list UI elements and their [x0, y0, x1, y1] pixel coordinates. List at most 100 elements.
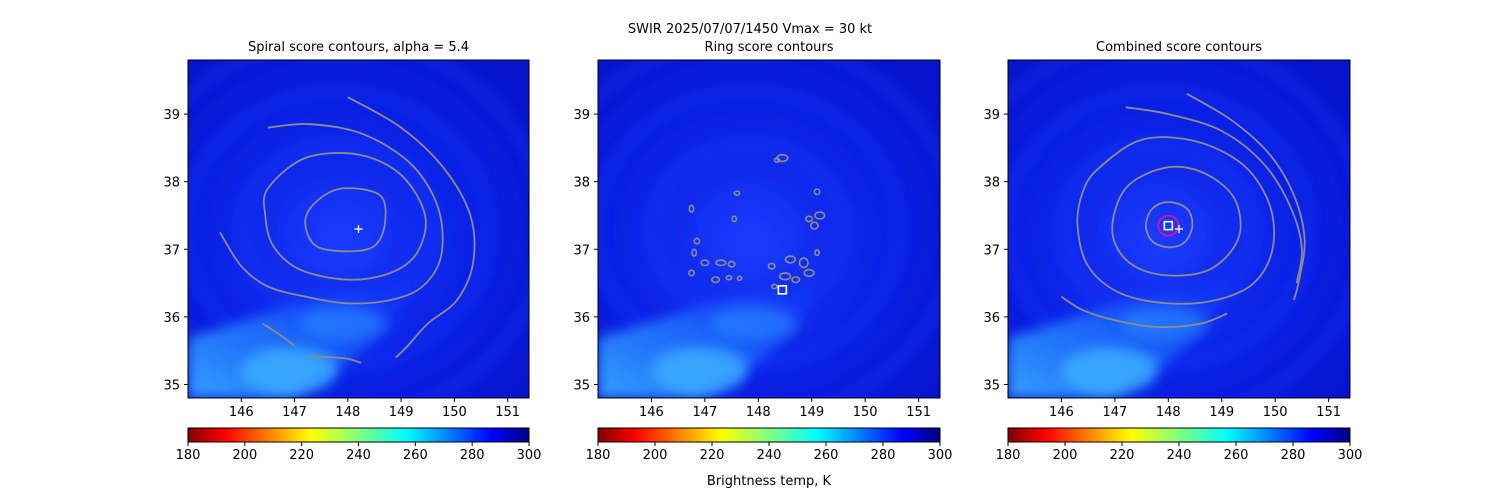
x-tick-label: 151 — [906, 405, 931, 420]
center-plus-marker — [354, 225, 363, 233]
colorbar-tick-label: 260 — [403, 448, 428, 463]
x-tick-label: 147 — [282, 405, 307, 420]
score-contour — [262, 322, 296, 347]
score-contour — [784, 255, 796, 264]
warm-core — [241, 347, 338, 395]
score-contour — [1186, 93, 1306, 301]
axes-frame — [187, 59, 530, 399]
y-tick-label: 35 — [983, 378, 1000, 393]
warm-core — [299, 306, 386, 341]
x-tick-label: 149 — [799, 405, 824, 420]
contour-group — [1060, 93, 1306, 329]
colorbar-tick-label: 260 — [814, 448, 839, 463]
score-contour — [736, 275, 743, 282]
cloud-band — [1112, 190, 1203, 268]
score-contour — [731, 215, 738, 223]
x-tick-label: 151 — [1316, 405, 1341, 420]
x-tick-label: 146 — [639, 405, 664, 420]
x-tick-label: 146 — [229, 405, 254, 420]
y-tick-label: 36 — [573, 311, 590, 326]
score-contour — [803, 268, 815, 278]
cloud-band — [188, 60, 523, 398]
center-square-marker — [777, 285, 788, 295]
axes-frame — [1007, 59, 1351, 399]
colorbar-tick-label: 280 — [460, 448, 485, 463]
panel-ring: Ring score contours 146 147 148 149 150 151 35 3… — [573, 40, 953, 489]
score-contour — [262, 152, 427, 281]
x-tick-label: 147 — [1102, 405, 1127, 420]
x-tick-label: 147 — [692, 405, 717, 420]
warm-core — [651, 347, 748, 395]
score-contour — [688, 269, 695, 277]
colorbar-gradient — [187, 427, 530, 443]
y-tick-label: 37 — [163, 243, 180, 258]
score-contour — [767, 262, 776, 270]
panel-title: Ring score contours — [704, 40, 833, 55]
y-tick-label: 38 — [163, 176, 180, 191]
score-contour — [219, 123, 444, 305]
score-contour — [1060, 295, 1228, 329]
colorbar-tick-label: 200 — [1053, 448, 1078, 463]
warm-core — [710, 306, 796, 341]
score-contour — [725, 274, 733, 281]
x-tick-label: 149 — [1209, 405, 1234, 420]
colorbar-tick-label: 220 — [289, 448, 314, 463]
score-contour — [693, 237, 701, 245]
colorbar-tick-label: 180 — [996, 448, 1021, 463]
y-tick-label: 36 — [163, 311, 180, 326]
colorbar-tick-label: 300 — [1338, 448, 1363, 463]
colorbar-tick-label: 220 — [700, 448, 725, 463]
colorbar-tick-label: 220 — [1110, 448, 1135, 463]
score-contour — [727, 260, 736, 268]
score-contour — [791, 276, 801, 284]
colorbar-tick-label: 300 — [517, 448, 542, 463]
score-contour — [773, 157, 781, 163]
colorbar-tick-label: 240 — [346, 448, 371, 463]
score-contour — [1076, 136, 1276, 305]
cloud-band — [292, 190, 383, 268]
warm-core — [1120, 306, 1206, 341]
x-tick-label: 146 — [1049, 405, 1074, 420]
cloud-band — [598, 60, 933, 398]
colorbar-gradient — [1007, 427, 1351, 443]
brightness-image — [188, 60, 529, 398]
colorbar-gradient — [597, 427, 941, 443]
y-tick-label: 36 — [983, 311, 1000, 326]
cloud-band — [702, 190, 793, 268]
colorbar-tick-label: 280 — [871, 448, 896, 463]
colorbar-tick-label: 200 — [232, 448, 257, 463]
score-contour — [814, 211, 826, 220]
score-contour — [347, 96, 476, 359]
colorbar: 180 200 220 240 260 280 300 — [176, 427, 542, 463]
score-contour — [691, 248, 698, 257]
x-tick-label: 149 — [389, 405, 414, 420]
score-contour — [700, 259, 710, 267]
cloud-band — [1008, 60, 1343, 398]
score-contour — [770, 283, 778, 290]
score-contour — [715, 259, 727, 267]
panel-combined: Combined score contours 146 147 148 149 150 15… — [983, 40, 1363, 463]
score-contour — [1144, 201, 1194, 249]
center-square-marker — [1163, 220, 1174, 231]
colorbar-tick-label: 260 — [1224, 448, 1249, 463]
score-contour — [814, 249, 821, 257]
score-contour — [688, 204, 695, 213]
center-circle-marker — [1157, 214, 1180, 237]
score-contour — [805, 215, 814, 223]
x-tick-label: 150 — [1263, 405, 1288, 420]
center-plus-marker — [1175, 225, 1183, 233]
x-tick-label: 148 — [746, 405, 771, 420]
x-tick-label: 150 — [853, 405, 878, 420]
colorbar-tick-label: 300 — [928, 448, 953, 463]
y-tick-label: 39 — [983, 108, 1000, 123]
cloud-band — [264, 164, 411, 294]
y-tick-label: 38 — [573, 176, 590, 191]
score-contour — [813, 188, 821, 196]
x-tick-label: 148 — [335, 405, 360, 420]
colorbar: 180 200 220 240 260 280 300 Brightness temp, K — [586, 427, 953, 489]
axes-frame — [597, 59, 941, 399]
score-contour — [304, 187, 387, 253]
score-contour — [809, 221, 819, 230]
score-contour — [798, 257, 809, 269]
